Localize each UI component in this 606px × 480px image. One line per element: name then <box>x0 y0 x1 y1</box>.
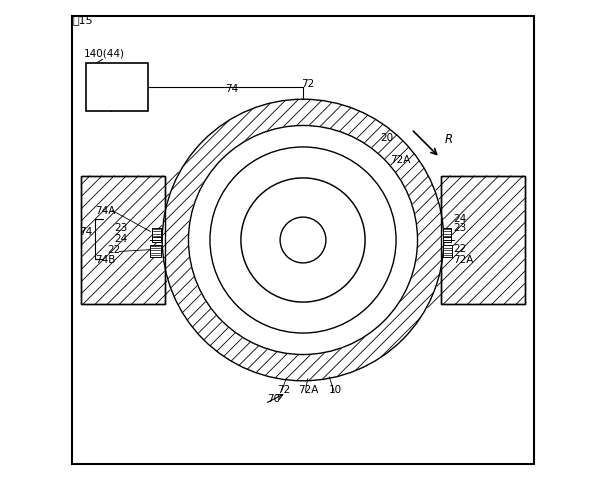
Text: 74A: 74A <box>95 206 116 216</box>
Text: 74: 74 <box>225 84 239 94</box>
Bar <box>86 63 148 111</box>
Text: 10: 10 <box>329 384 342 395</box>
Text: 72: 72 <box>277 384 290 395</box>
Text: 74B: 74B <box>95 255 116 265</box>
Text: 74: 74 <box>79 227 92 237</box>
Text: 72: 72 <box>301 79 315 89</box>
Bar <box>150 245 161 257</box>
Text: 22: 22 <box>453 244 467 254</box>
Text: 70: 70 <box>267 394 281 404</box>
Circle shape <box>210 147 396 333</box>
Text: 72A: 72A <box>298 384 319 395</box>
Bar <box>152 228 161 238</box>
Text: 72A: 72A <box>453 255 474 265</box>
Text: 23: 23 <box>453 223 467 233</box>
Bar <box>152 237 161 242</box>
Text: 23: 23 <box>115 223 128 233</box>
Text: 140(44): 140(44) <box>84 48 124 58</box>
Circle shape <box>162 99 444 381</box>
Bar <box>444 228 451 238</box>
Bar <box>81 176 165 304</box>
Circle shape <box>188 125 418 355</box>
Bar <box>444 237 451 242</box>
Circle shape <box>280 217 326 263</box>
Bar <box>441 176 525 304</box>
Text: 24: 24 <box>115 234 128 244</box>
Circle shape <box>241 178 365 302</box>
Text: 図15: 図15 <box>73 15 93 25</box>
Text: 72A: 72A <box>390 155 411 165</box>
Bar <box>81 176 165 304</box>
Text: R: R <box>445 133 453 146</box>
Text: 20: 20 <box>381 133 393 144</box>
Bar <box>441 176 525 304</box>
Text: 22: 22 <box>107 245 121 255</box>
Bar <box>444 245 452 257</box>
Text: 24: 24 <box>453 214 467 224</box>
